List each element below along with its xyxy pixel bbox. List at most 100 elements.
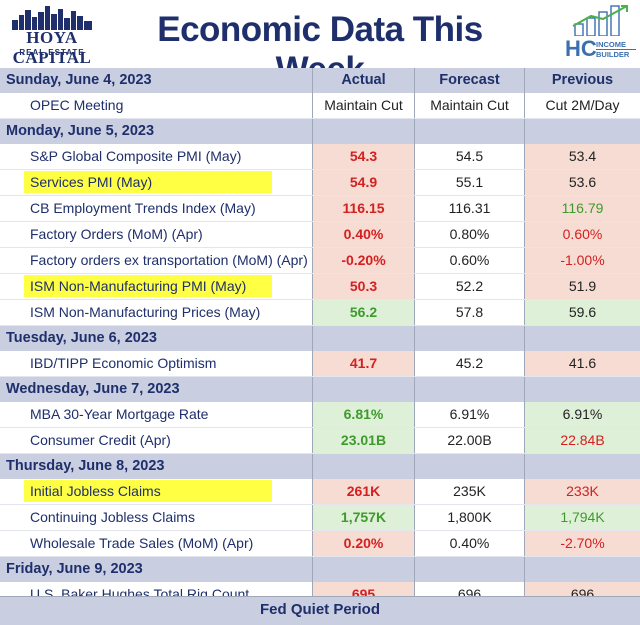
previous-value: -2.70%: [524, 531, 640, 556]
event-row: Factory Orders (MoM) (Apr) 0.40% 0.80% 0.60…: [0, 222, 640, 248]
day-label: Wednesday, June 7, 2023: [0, 377, 312, 402]
header: HOYA CAPITAL REAL ESTATE Economic Data T…: [0, 0, 640, 89]
actual-value: 41.7: [312, 351, 414, 376]
day-band-cell: [524, 377, 640, 402]
actual-value: 54.3: [312, 144, 414, 169]
day-label: Friday, June 9, 2023: [0, 557, 312, 582]
forecast-value: 116.31: [414, 196, 524, 221]
previous-value: 233K: [524, 479, 640, 504]
forecast-value: 52.2: [414, 274, 524, 299]
forecast-value: 0.80%: [414, 222, 524, 247]
day-header-row: Tuesday, June 6, 2023: [0, 326, 640, 351]
day-label: Thursday, June 8, 2023: [0, 454, 312, 479]
previous-value: -1.00%: [524, 248, 640, 273]
event-label-cell: IBD/TIPP Economic Optimism: [0, 351, 312, 376]
event-label: MBA 30-Year Mortgage Rate: [30, 406, 209, 422]
event-row: Consumer Credit (Apr) 23.01B 22.00B 22.84B: [0, 428, 640, 454]
previous-value: 41.6: [524, 351, 640, 376]
actual-value: 23.01B: [312, 428, 414, 453]
event-label-cell: Factory orders ex transportation (MoM) (…: [0, 248, 312, 273]
event-label: Continuing Jobless Claims: [30, 509, 195, 525]
day-header-row: Monday, June 5, 2023: [0, 119, 640, 144]
event-label-cell: S&P Global Composite PMI (May): [0, 144, 312, 169]
forecast-value: 6.91%: [414, 402, 524, 427]
day-band-cell: [524, 326, 640, 351]
previous-value: 6.91%: [524, 402, 640, 427]
event-label: Services PMI (May): [24, 171, 272, 193]
day-header-row: Friday, June 9, 2023: [0, 557, 640, 582]
event-label: ISM Non-Manufacturing Prices (May): [30, 304, 261, 320]
event-label-cell: OPEC Meeting: [0, 93, 312, 118]
day-header-row: Thursday, June 8, 2023: [0, 454, 640, 479]
day-label: Tuesday, June 6, 2023: [0, 326, 312, 351]
event-label-cell: ISM Non-Manufacturing PMI (May): [0, 274, 312, 299]
rising-chart-icon: [572, 5, 628, 36]
event-label: OPEC Meeting: [30, 97, 124, 113]
event-row: Continuing Jobless Claims 1,757K 1,800K 1,7…: [0, 505, 640, 531]
logo-line-1: INCOME: [596, 40, 626, 49]
previous-value: 1,794K: [524, 505, 640, 530]
forecast-value: 22.00B: [414, 428, 524, 453]
event-label: Consumer Credit (Apr): [30, 432, 171, 448]
event-row: ISM Non-Manufacturing PMI (May) 50.3 52.2 5…: [0, 274, 640, 300]
event-row: ISM Non-Manufacturing Prices (May) 56.2 57…: [0, 300, 640, 326]
economic-data-table: Sunday, June 4, 2023 Actual Forecast Previo…: [0, 68, 640, 608]
forecast-value: 235K: [414, 479, 524, 504]
actual-value: 1,757K: [312, 505, 414, 530]
column-header-actual: Actual: [312, 68, 414, 93]
event-label-cell: ISM Non-Manufacturing Prices (May): [0, 300, 312, 325]
previous-value: 22.84B: [524, 428, 640, 453]
day-header-row: Wednesday, June 7, 2023: [0, 377, 640, 402]
event-row: MBA 30-Year Mortgage Rate 6.81% 6.91% 6.91%: [0, 402, 640, 428]
day-label: Sunday, June 4, 2023: [0, 68, 312, 93]
day-band-cell: [312, 119, 414, 144]
event-label: S&P Global Composite PMI (May): [30, 148, 242, 164]
previous-value: 53.6: [524, 170, 640, 195]
brand-name: HOYA CAPITAL: [12, 28, 92, 67]
day-band-cell: [312, 557, 414, 582]
forecast-value: 1,800K: [414, 505, 524, 530]
event-label: Factory orders ex transportation (MoM) (…: [30, 252, 308, 268]
forecast-value: 57.8: [414, 300, 524, 325]
income-builder-logo: HC INCOME BUILDER: [563, 2, 639, 66]
event-label-cell: Initial Jobless Claims: [0, 479, 312, 504]
day-band-cell: [414, 377, 524, 402]
event-label-cell: MBA 30-Year Mortgage Rate: [0, 402, 312, 427]
actual-value: 56.2: [312, 300, 414, 325]
day-band-cell: [524, 454, 640, 479]
event-label: ISM Non-Manufacturing PMI (May): [24, 275, 272, 297]
event-row: Factory orders ex transportation (MoM) (…: [0, 248, 640, 274]
forecast-value: 54.5: [414, 144, 524, 169]
event-row: Initial Jobless Claims 261K 235K 233K: [0, 479, 640, 505]
day-band-cell: [312, 377, 414, 402]
actual-value: Maintain Cut: [312, 93, 414, 118]
previous-value: 0.60%: [524, 222, 640, 247]
event-label: IBD/TIPP Economic Optimism: [30, 355, 217, 371]
event-label: Wholesale Trade Sales (MoM) (Apr): [30, 535, 254, 551]
day-label: Monday, June 5, 2023: [0, 119, 312, 144]
forecast-value: Maintain Cut: [414, 93, 524, 118]
forecast-value: 0.40%: [414, 531, 524, 556]
day-band-cell: [524, 557, 640, 582]
event-label-cell: Wholesale Trade Sales (MoM) (Apr): [0, 531, 312, 556]
day-band-cell: [414, 119, 524, 144]
previous-value: 53.4: [524, 144, 640, 169]
day-band-cell: [414, 454, 524, 479]
event-label-cell: CB Employment Trends Index (May): [0, 196, 312, 221]
previous-value: 116.79: [524, 196, 640, 221]
actual-value: 0.20%: [312, 531, 414, 556]
actual-value: 116.15: [312, 196, 414, 221]
column-header-previous: Previous: [524, 68, 640, 93]
event-label-cell: Continuing Jobless Claims: [0, 505, 312, 530]
day-band-cell: [312, 454, 414, 479]
event-label-cell: Services PMI (May): [0, 170, 312, 195]
event-row: S&P Global Composite PMI (May) 54.3 54.5 53…: [0, 144, 640, 170]
event-row: CB Employment Trends Index (May) 116.15 11…: [0, 196, 640, 222]
footer-banner: Fed Quiet Period: [0, 596, 640, 625]
event-row: IBD/TIPP Economic Optimism 41.7 45.2 41.6: [0, 351, 640, 377]
actual-value: 0.40%: [312, 222, 414, 247]
logo-line-2: BUILDER: [596, 49, 636, 59]
event-label-cell: Consumer Credit (Apr): [0, 428, 312, 453]
income-builder-text: INCOME BUILDER: [596, 40, 636, 59]
